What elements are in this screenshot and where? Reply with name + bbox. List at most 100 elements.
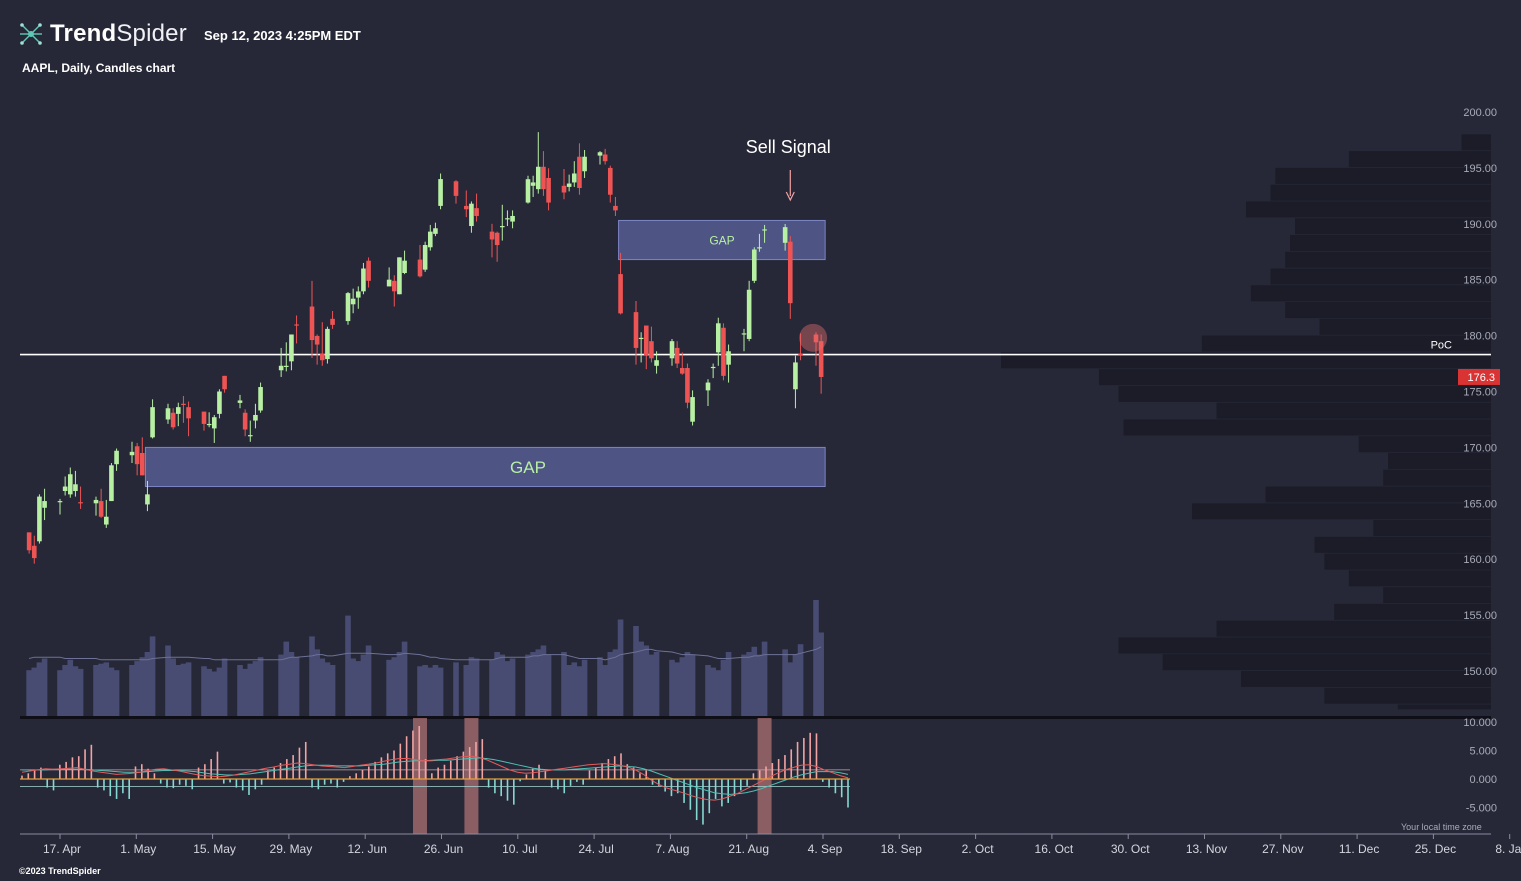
candle[interactable] <box>37 494 42 544</box>
candle[interactable] <box>73 470 78 497</box>
candle[interactable] <box>762 224 767 243</box>
candle[interactable] <box>469 201 474 233</box>
candle[interactable] <box>314 334 320 365</box>
candle[interactable] <box>433 222 438 237</box>
candle[interactable] <box>345 291 351 325</box>
candle[interactable] <box>494 231 500 262</box>
candle[interactable] <box>726 344 731 383</box>
candle[interactable] <box>463 190 469 218</box>
candle[interactable] <box>103 499 109 528</box>
candle[interactable] <box>705 379 711 407</box>
candle[interactable] <box>417 245 423 278</box>
candle[interactable] <box>561 169 567 200</box>
candle[interactable] <box>674 341 680 369</box>
candle[interactable] <box>145 480 150 512</box>
candle[interactable] <box>109 463 114 502</box>
candle[interactable] <box>294 315 299 344</box>
candle[interactable] <box>186 401 191 437</box>
candle[interactable] <box>505 210 510 227</box>
candle[interactable] <box>114 448 119 471</box>
candle[interactable] <box>546 168 551 211</box>
candle[interactable] <box>597 151 603 165</box>
candle[interactable] <box>571 161 577 187</box>
candle[interactable] <box>129 441 135 464</box>
candle[interactable] <box>530 175 536 197</box>
candle[interactable] <box>278 347 284 377</box>
candle[interactable] <box>217 389 222 419</box>
candle[interactable] <box>391 275 397 307</box>
candle[interactable] <box>150 399 155 439</box>
candle[interactable] <box>535 132 541 194</box>
candle[interactable] <box>685 363 690 409</box>
candle[interactable] <box>26 532 32 554</box>
candle[interactable] <box>715 317 721 366</box>
candle[interactable] <box>57 498 63 515</box>
candle[interactable] <box>798 333 803 361</box>
candle[interactable] <box>181 395 186 423</box>
candle[interactable] <box>613 196 618 216</box>
candle[interactable] <box>237 394 243 409</box>
candle[interactable] <box>170 408 176 430</box>
candle[interactable] <box>253 403 258 429</box>
candle[interactable] <box>649 326 654 363</box>
candle[interactable] <box>325 326 330 364</box>
candle[interactable] <box>690 390 695 426</box>
candle[interactable] <box>330 311 335 329</box>
candle[interactable] <box>222 375 227 393</box>
candle[interactable] <box>741 328 747 352</box>
candle[interactable] <box>654 351 659 374</box>
candle[interactable] <box>793 355 798 409</box>
candle[interactable] <box>319 322 325 366</box>
candle[interactable] <box>175 402 181 427</box>
candle[interactable] <box>618 252 623 315</box>
candle[interactable] <box>818 334 824 394</box>
candle[interactable] <box>242 409 248 437</box>
time-axis[interactable]: 17. Apr 1. May 15. May 29. May 12. Jun 26. Ju… <box>20 833 1521 856</box>
candle[interactable] <box>757 233 762 252</box>
candle[interactable] <box>283 342 289 372</box>
candle[interactable] <box>782 224 788 251</box>
candle[interactable] <box>67 467 73 498</box>
candle[interactable] <box>98 488 104 518</box>
candle[interactable] <box>289 334 294 371</box>
candle[interactable] <box>510 210 515 229</box>
candle[interactable] <box>787 236 793 319</box>
candle[interactable] <box>438 173 443 210</box>
candle[interactable] <box>633 300 639 365</box>
candle[interactable] <box>489 223 495 258</box>
candle[interactable] <box>602 148 608 165</box>
candle[interactable] <box>669 338 675 366</box>
candle[interactable] <box>582 150 587 178</box>
candle[interactable] <box>453 180 459 204</box>
candle[interactable] <box>31 535 37 564</box>
price-axis[interactable]: 200.00 195.00 190.00 185.00 180.00 175.00 170.… <box>1458 107 1500 678</box>
candle[interactable] <box>93 496 99 516</box>
candle[interactable] <box>638 332 644 363</box>
candle[interactable] <box>643 325 649 370</box>
candle[interactable] <box>247 420 253 442</box>
candle[interactable] <box>366 257 371 288</box>
candle[interactable] <box>525 175 531 204</box>
candle[interactable] <box>397 257 402 295</box>
candle[interactable] <box>350 288 356 314</box>
candle[interactable] <box>402 250 407 275</box>
candle[interactable] <box>721 323 726 381</box>
candle[interactable] <box>746 280 752 342</box>
candle[interactable] <box>211 414 217 443</box>
candle[interactable] <box>386 267 392 287</box>
candle[interactable] <box>474 193 479 222</box>
candle[interactable] <box>813 332 819 366</box>
candle[interactable] <box>710 363 716 379</box>
candle[interactable] <box>361 262 366 295</box>
candle[interactable] <box>499 204 505 241</box>
candle[interactable] <box>309 280 315 358</box>
candle[interactable] <box>355 286 361 309</box>
candle[interactable] <box>134 442 140 476</box>
timezone-note[interactable]: Your local time zone <box>1401 822 1482 832</box>
candle[interactable] <box>165 403 171 424</box>
candle[interactable] <box>258 382 263 413</box>
candle[interactable] <box>577 143 582 195</box>
candle[interactable] <box>566 174 572 192</box>
candle[interactable] <box>139 437 145 476</box>
